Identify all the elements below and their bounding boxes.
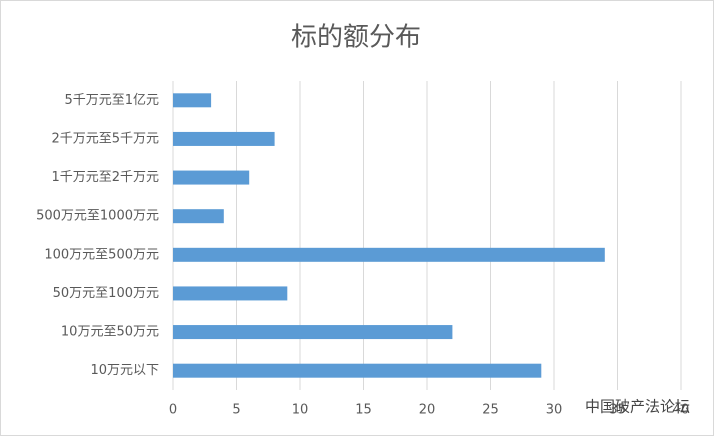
x-tick-label: 40 — [673, 403, 690, 418]
x-tick-label: 20 — [419, 403, 436, 418]
y-tick-label: 5千万元至1亿元 — [64, 93, 159, 108]
bar — [173, 247, 605, 262]
y-tick-label: 1千万元至2千万元 — [51, 170, 159, 185]
bar — [173, 93, 212, 108]
y-tick-label: 50万元至100万元 — [53, 286, 159, 301]
x-tick-label: 5 — [232, 403, 240, 418]
y-tick-label: 100万元至500万元 — [44, 247, 159, 262]
chart-title: 标的额分布 — [291, 23, 421, 53]
bar — [173, 363, 542, 378]
bar — [173, 131, 275, 146]
x-tick-label: 30 — [546, 403, 563, 418]
bar — [173, 209, 224, 224]
x-tick-label: 35 — [609, 403, 626, 418]
x-tick-label: 0 — [169, 403, 177, 418]
y-tick-label: 500万元至1000万元 — [36, 209, 159, 224]
watermark: 中国破产法论坛 — [585, 398, 690, 416]
plot-area: 0 5 10 15 20 25 30 35 40 5千万元至1亿元 2千万元至5千万元 1千万元至2千… — [36, 81, 689, 418]
x-tick-label: 15 — [355, 403, 372, 418]
bar — [173, 286, 288, 301]
bar — [173, 325, 453, 340]
bar — [173, 170, 250, 185]
x-tick-label: 10 — [292, 403, 309, 418]
y-tick-label: 10万元至50万元 — [61, 325, 159, 340]
y-tick-label: 2千万元至5千万元 — [51, 131, 159, 146]
y-tick-label: 10万元以下 — [90, 363, 159, 378]
x-tick-label: 25 — [482, 403, 499, 418]
